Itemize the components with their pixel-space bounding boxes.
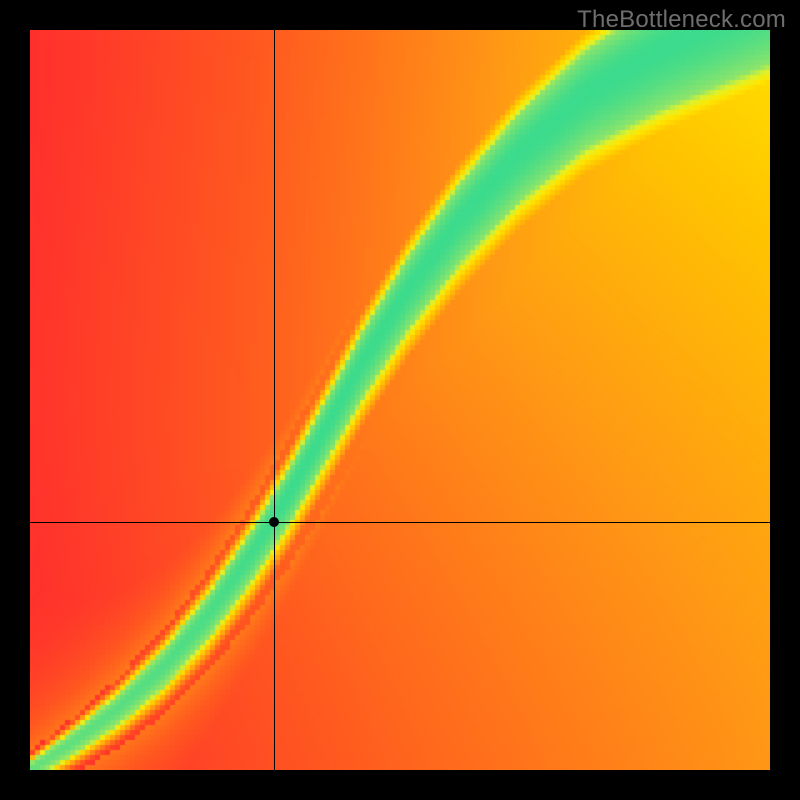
- crosshair-marker: [269, 517, 279, 527]
- stage: TheBottleneck.com: [0, 0, 800, 800]
- crosshair-horizontal: [30, 522, 770, 523]
- watermark-text: TheBottleneck.com: [577, 6, 786, 34]
- crosshair-vertical: [274, 30, 275, 770]
- heatmap-plot: [30, 30, 770, 770]
- heatmap-canvas: [30, 30, 770, 770]
